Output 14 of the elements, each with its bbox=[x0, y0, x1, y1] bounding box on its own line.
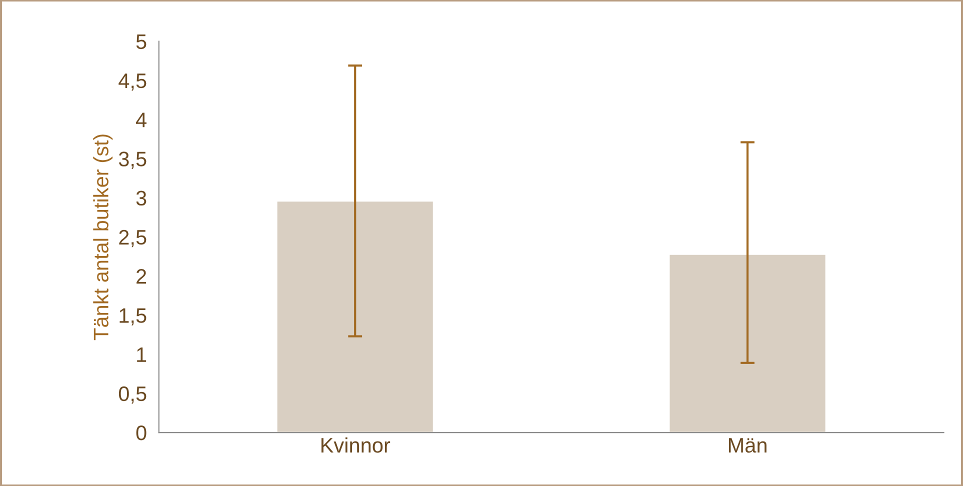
y-tick-label: 1,5 bbox=[120, 308, 146, 326]
y-tick-label: 2,5 bbox=[119, 230, 146, 248]
x-tick-label: Män bbox=[728, 438, 766, 453]
y-tick-label: 0,5 bbox=[118, 386, 146, 404]
y-tick-label: 3,5 bbox=[118, 152, 146, 169]
y-tick-label: 3 bbox=[136, 190, 146, 206]
y-tick-label: 2 bbox=[136, 269, 146, 284]
y-tick-label: 5 bbox=[136, 34, 146, 50]
y-tick-label: 4,5 bbox=[118, 74, 146, 91]
x-tick-label: Kvinnor bbox=[322, 437, 390, 453]
y-axis-title: Tänkt antal butiker (st) bbox=[93, 134, 113, 340]
y-tick-label: 4 bbox=[136, 112, 146, 128]
y-tick-label: 1 bbox=[137, 348, 146, 362]
y-tick-label: 0 bbox=[136, 426, 146, 440]
